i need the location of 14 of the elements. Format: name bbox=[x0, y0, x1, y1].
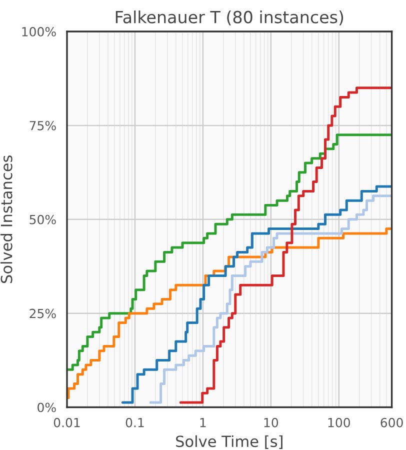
x-tick-label: 0.1 bbox=[126, 418, 144, 428]
x-axis-title: Solve Time [s] bbox=[176, 435, 282, 449]
x-tick-label: 600 bbox=[380, 418, 403, 428]
chart-title: Falkenauer T (80 instances) bbox=[116, 10, 344, 26]
y-axis-title: Solved Instances bbox=[0, 156, 12, 283]
x-tick-label: 0.01 bbox=[54, 418, 80, 428]
x-tick-label: 100 bbox=[328, 418, 350, 428]
y-tick-label: 0% bbox=[38, 402, 56, 412]
x-tick-label: 10 bbox=[264, 418, 278, 428]
y-tick-label: 75% bbox=[30, 120, 56, 130]
y-tick-label: 25% bbox=[30, 308, 56, 318]
y-tick-label: 50% bbox=[30, 214, 56, 224]
y-tick-label: 100% bbox=[22, 26, 56, 36]
x-tick-label: 1 bbox=[200, 418, 206, 428]
